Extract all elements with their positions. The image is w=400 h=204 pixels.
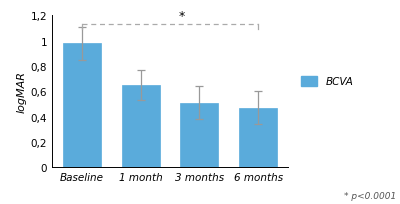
Text: * p<0.0001: * p<0.0001: [344, 191, 396, 200]
Text: *: *: [179, 10, 185, 23]
Legend: BCVA: BCVA: [297, 72, 357, 91]
Bar: [180, 103, 218, 167]
Y-axis label: logMAR: logMAR: [16, 71, 26, 113]
Bar: [63, 44, 101, 167]
Bar: [122, 85, 160, 167]
Bar: [239, 108, 277, 167]
